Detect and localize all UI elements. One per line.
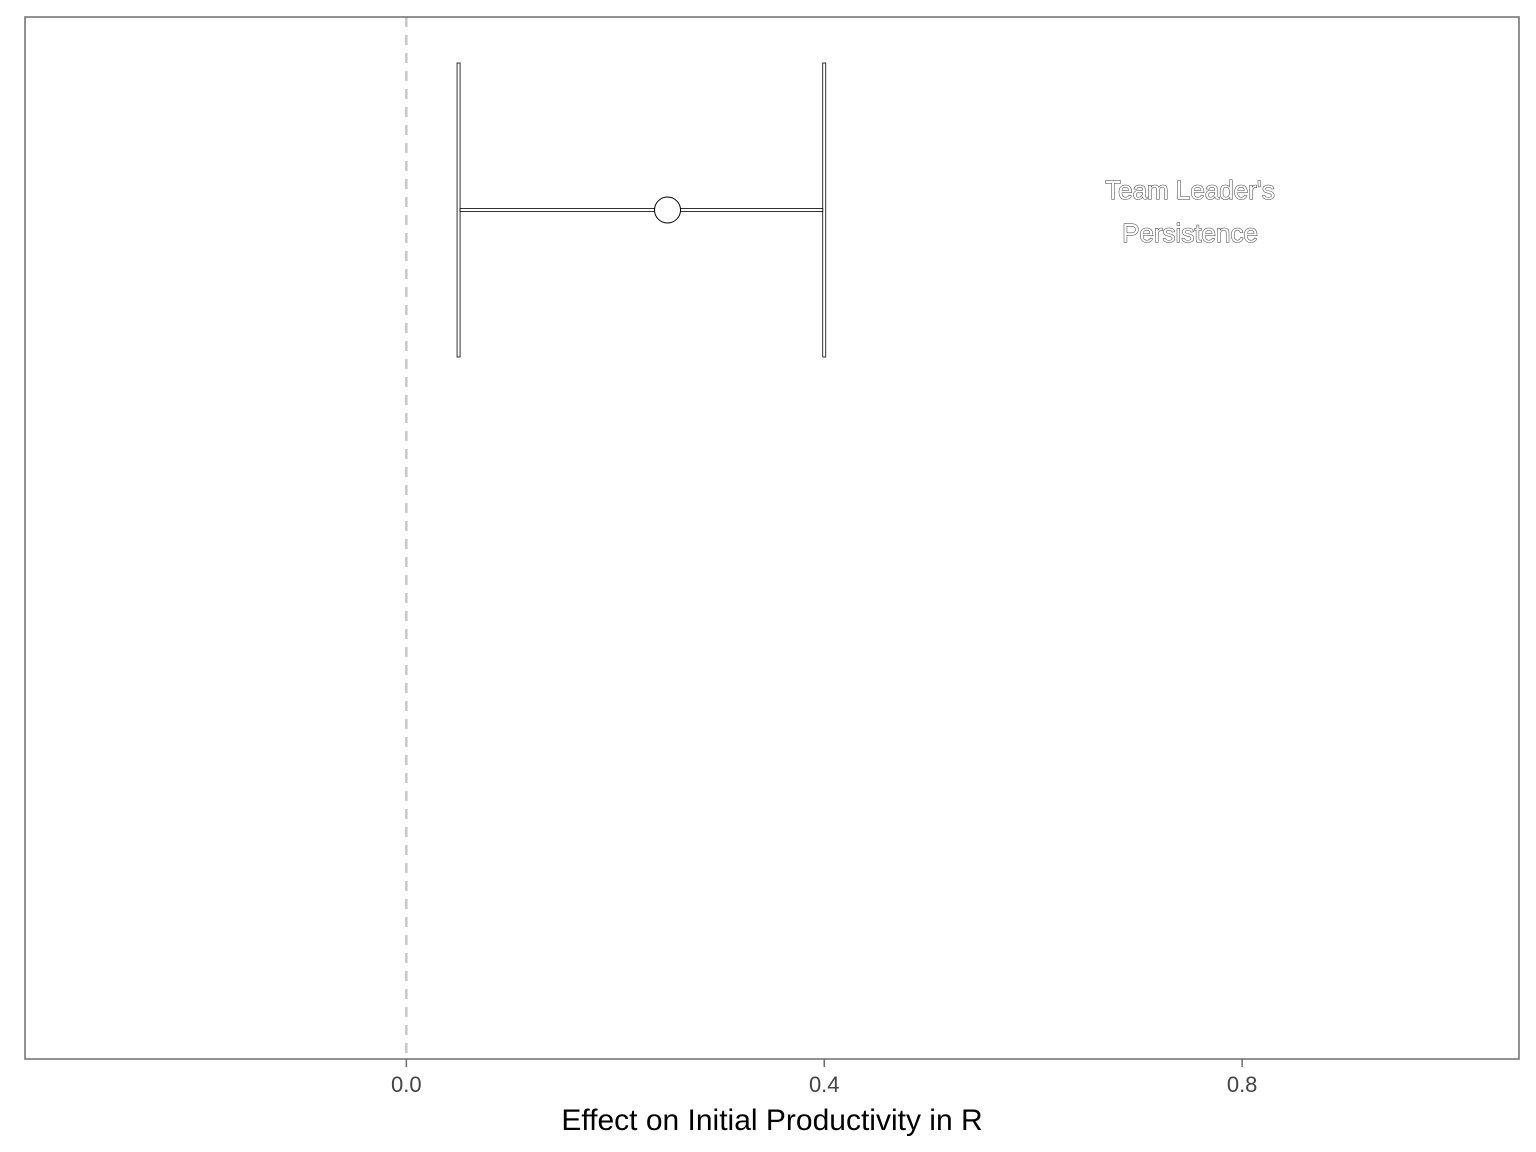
x-axis-title: Effect on Initial Productivity in R <box>561 1104 982 1137</box>
x-tick-label: 0.0 <box>391 1072 422 1097</box>
errorbar-whisker <box>459 208 824 212</box>
errorbar-cap-high <box>822 62 827 358</box>
point-estimate <box>654 196 682 224</box>
x-tick-label: 0.4 <box>809 1072 840 1097</box>
plot-panel-border <box>24 16 1520 1060</box>
errorbar-cap-low <box>456 62 461 358</box>
annotation-label-line-2: Persistence <box>1122 218 1258 248</box>
annotation-label-line-1: Team Leader's <box>1105 175 1275 205</box>
x-tick-label: 0.8 <box>1227 1072 1258 1097</box>
